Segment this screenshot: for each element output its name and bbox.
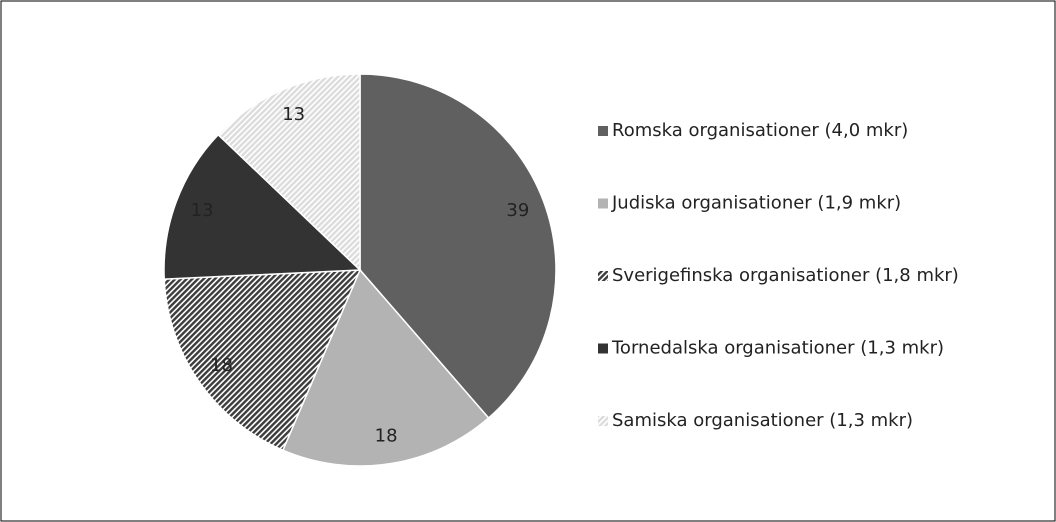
legend-marker (598, 343, 608, 354)
legend-label: Tornedalska organisationer (1,3 mkr) (611, 338, 944, 359)
legend-label: Samiska organisationer (1,3 mkr) (612, 410, 913, 431)
legend-marker (598, 271, 608, 281)
data-label: 18 (375, 426, 398, 447)
legend-label: Judiska organisationer (1,9 mkr) (611, 193, 901, 214)
pie-slice (163, 269, 362, 452)
data-label: 39 (506, 200, 529, 221)
legend-marker (598, 126, 608, 136)
data-label: 18 (210, 355, 233, 376)
legend-marker (598, 416, 608, 426)
pie-slice (281, 268, 490, 467)
data-label: 13 (191, 200, 214, 221)
pie-slice (163, 133, 362, 280)
pie-slice (217, 73, 361, 272)
legend-marker (598, 198, 608, 209)
pie-slice (359, 73, 557, 420)
legend-label: Sverigefinska organisationer (1,8 mkr) (612, 265, 959, 286)
legend-label: Romska organisationer (4,0 mkr) (612, 120, 908, 141)
data-label: 13 (282, 104, 305, 125)
